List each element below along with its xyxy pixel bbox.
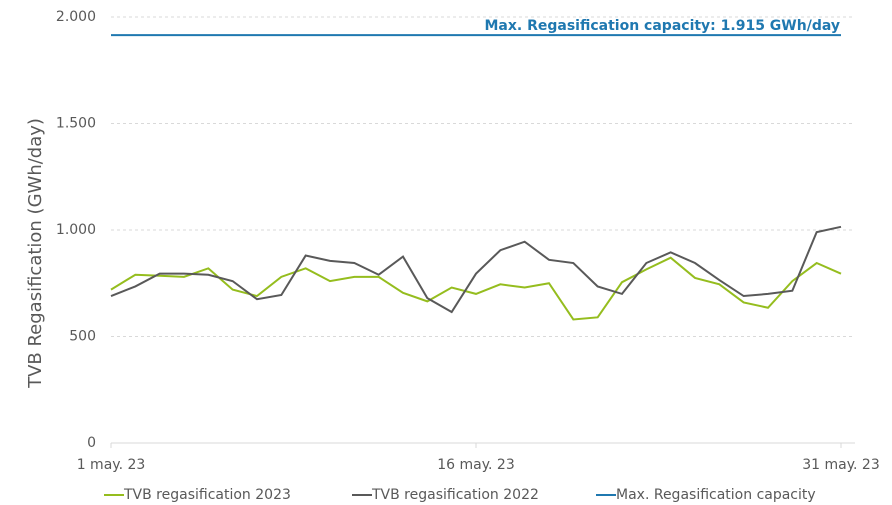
y-axis-label: TVB Regasification (GWh/day) (25, 118, 46, 389)
legend-label: TVB regasification 2023 (123, 487, 291, 503)
x-tick-label: 31 may. 23 (802, 457, 880, 473)
legend-label: TVB regasification 2022 (371, 487, 539, 503)
series-line (110, 225, 842, 314)
legend-label: Max. Regasification capacity (616, 487, 816, 503)
y-tick-label: 2.000 (56, 9, 96, 25)
series-line (110, 256, 842, 321)
y-tick-label: 0 (87, 435, 96, 451)
y-tick-label: 500 (69, 329, 96, 345)
y-tick-label: 1.000 (56, 222, 96, 238)
annotation: Max. Regasification capacity: 1.915 GWh/… (485, 18, 841, 34)
x-tick-label: 16 may. 23 (437, 457, 515, 473)
x-tick-label: 1 may. 23 (77, 457, 146, 473)
y-tick-label: 1.500 (56, 116, 96, 132)
